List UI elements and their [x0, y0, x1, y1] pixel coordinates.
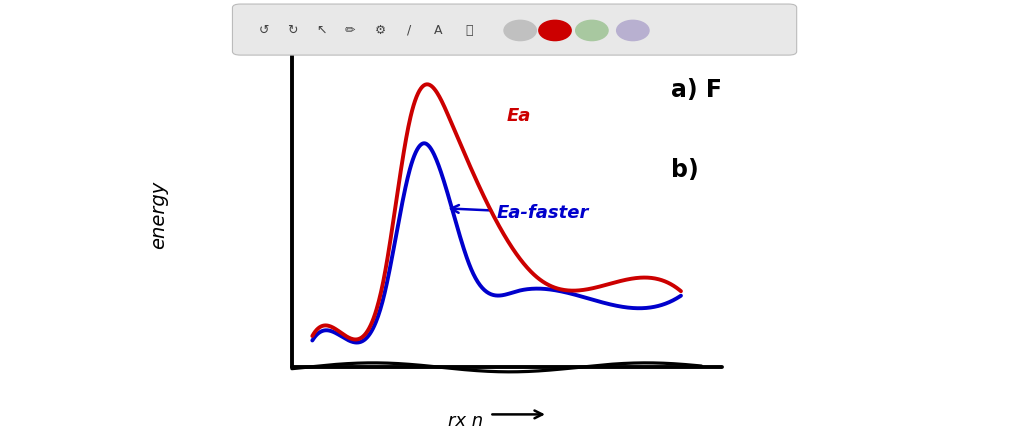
Ellipse shape: [616, 20, 649, 41]
Text: ↻: ↻: [287, 24, 297, 37]
Text: /: /: [408, 24, 412, 37]
Text: rx n: rx n: [449, 412, 483, 430]
Text: Ea-faster: Ea-faster: [451, 204, 589, 222]
Text: b): b): [671, 158, 698, 182]
Ellipse shape: [539, 20, 571, 41]
Text: energy: energy: [150, 181, 168, 249]
Ellipse shape: [575, 20, 608, 41]
Text: ↖: ↖: [316, 24, 327, 37]
Text: a) F: a) F: [671, 78, 722, 102]
Text: ✏: ✏: [345, 24, 355, 37]
FancyBboxPatch shape: [232, 4, 797, 55]
Text: ↺: ↺: [259, 24, 269, 37]
Ellipse shape: [504, 20, 537, 41]
Text: ⬜: ⬜: [465, 24, 473, 37]
Text: A: A: [434, 24, 442, 37]
Text: Ea: Ea: [507, 108, 531, 125]
Text: ⚙: ⚙: [376, 24, 386, 37]
